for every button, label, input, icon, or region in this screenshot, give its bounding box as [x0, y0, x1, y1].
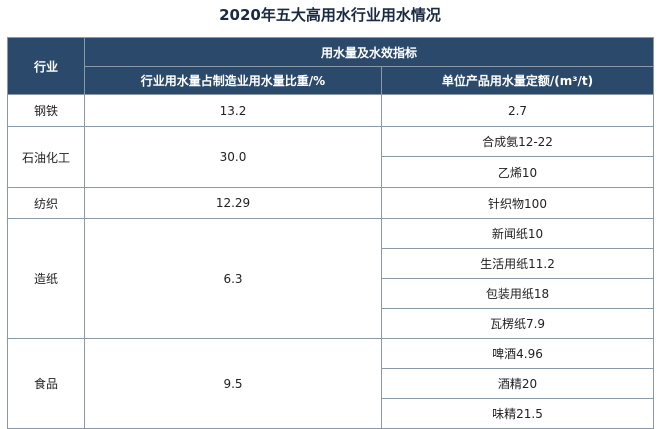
share-cell: 30.0 [84, 126, 382, 188]
industry-cell: 食品 [7, 338, 85, 429]
quota-cell: 生活用纸11.2 [380, 248, 655, 279]
quota-cell: 酒精20 [380, 368, 655, 399]
share-cell: 13.2 [84, 94, 382, 127]
table-row: 钢铁 13.2 2.7 [7, 94, 655, 127]
table-row: 食品 9.5 啤酒4.96 [7, 338, 655, 429]
quota-cell: 2.7 [380, 94, 655, 127]
page-title: 2020年五大高用水行业用水情况 [219, 6, 441, 24]
quota-cell: 针织物100 [380, 187, 655, 219]
industry-cell: 石油化工 [7, 126, 85, 188]
industry-cell: 纺织 [7, 187, 85, 219]
table-row: 造纸 6.3 新闻纸10 [7, 218, 655, 339]
share-cell: 12.29 [84, 187, 382, 219]
industry-cell: 钢铁 [7, 94, 85, 127]
industry-cell: 造纸 [7, 218, 85, 339]
share-cell: 9.5 [84, 338, 382, 429]
quota-cell: 乙烯10 [380, 156, 655, 188]
quota-cell: 瓦楞纸7.9 [380, 308, 655, 339]
quota-cell: 味精21.5 [380, 398, 655, 429]
table-row: 瓦楞纸7.9 [8, 308, 655, 339]
quota-cell: 新闻纸10 [380, 218, 655, 249]
table-row: 石油化工 30.0 合成氨12-22 [7, 126, 655, 188]
table-row: 乙烯10 [8, 156, 655, 188]
quota-cell: 包装用纸18 [380, 278, 655, 309]
header-quota: 单位产品用水量定额/(m³/t) [380, 66, 655, 95]
table-row: 纺织 12.29 针织物100 [7, 187, 655, 219]
share-cell: 6.3 [84, 218, 382, 339]
header-industry: 行业 [7, 37, 85, 95]
table-row: 味精21.5 [8, 398, 655, 429]
quota-cell: 啤酒4.96 [380, 338, 655, 369]
water-use-table: 行业 用水量及水效指标 行业用水量占制造业用水量比重/% 单位产品用水量定额/(… [7, 37, 655, 429]
quota-cell: 合成氨12-22 [380, 126, 655, 157]
header-group: 用水量及水效指标 [83, 37, 655, 67]
table-row: 生活用纸11.2 [8, 248, 655, 279]
header-share: 行业用水量占制造业用水量比重/% [84, 66, 382, 95]
